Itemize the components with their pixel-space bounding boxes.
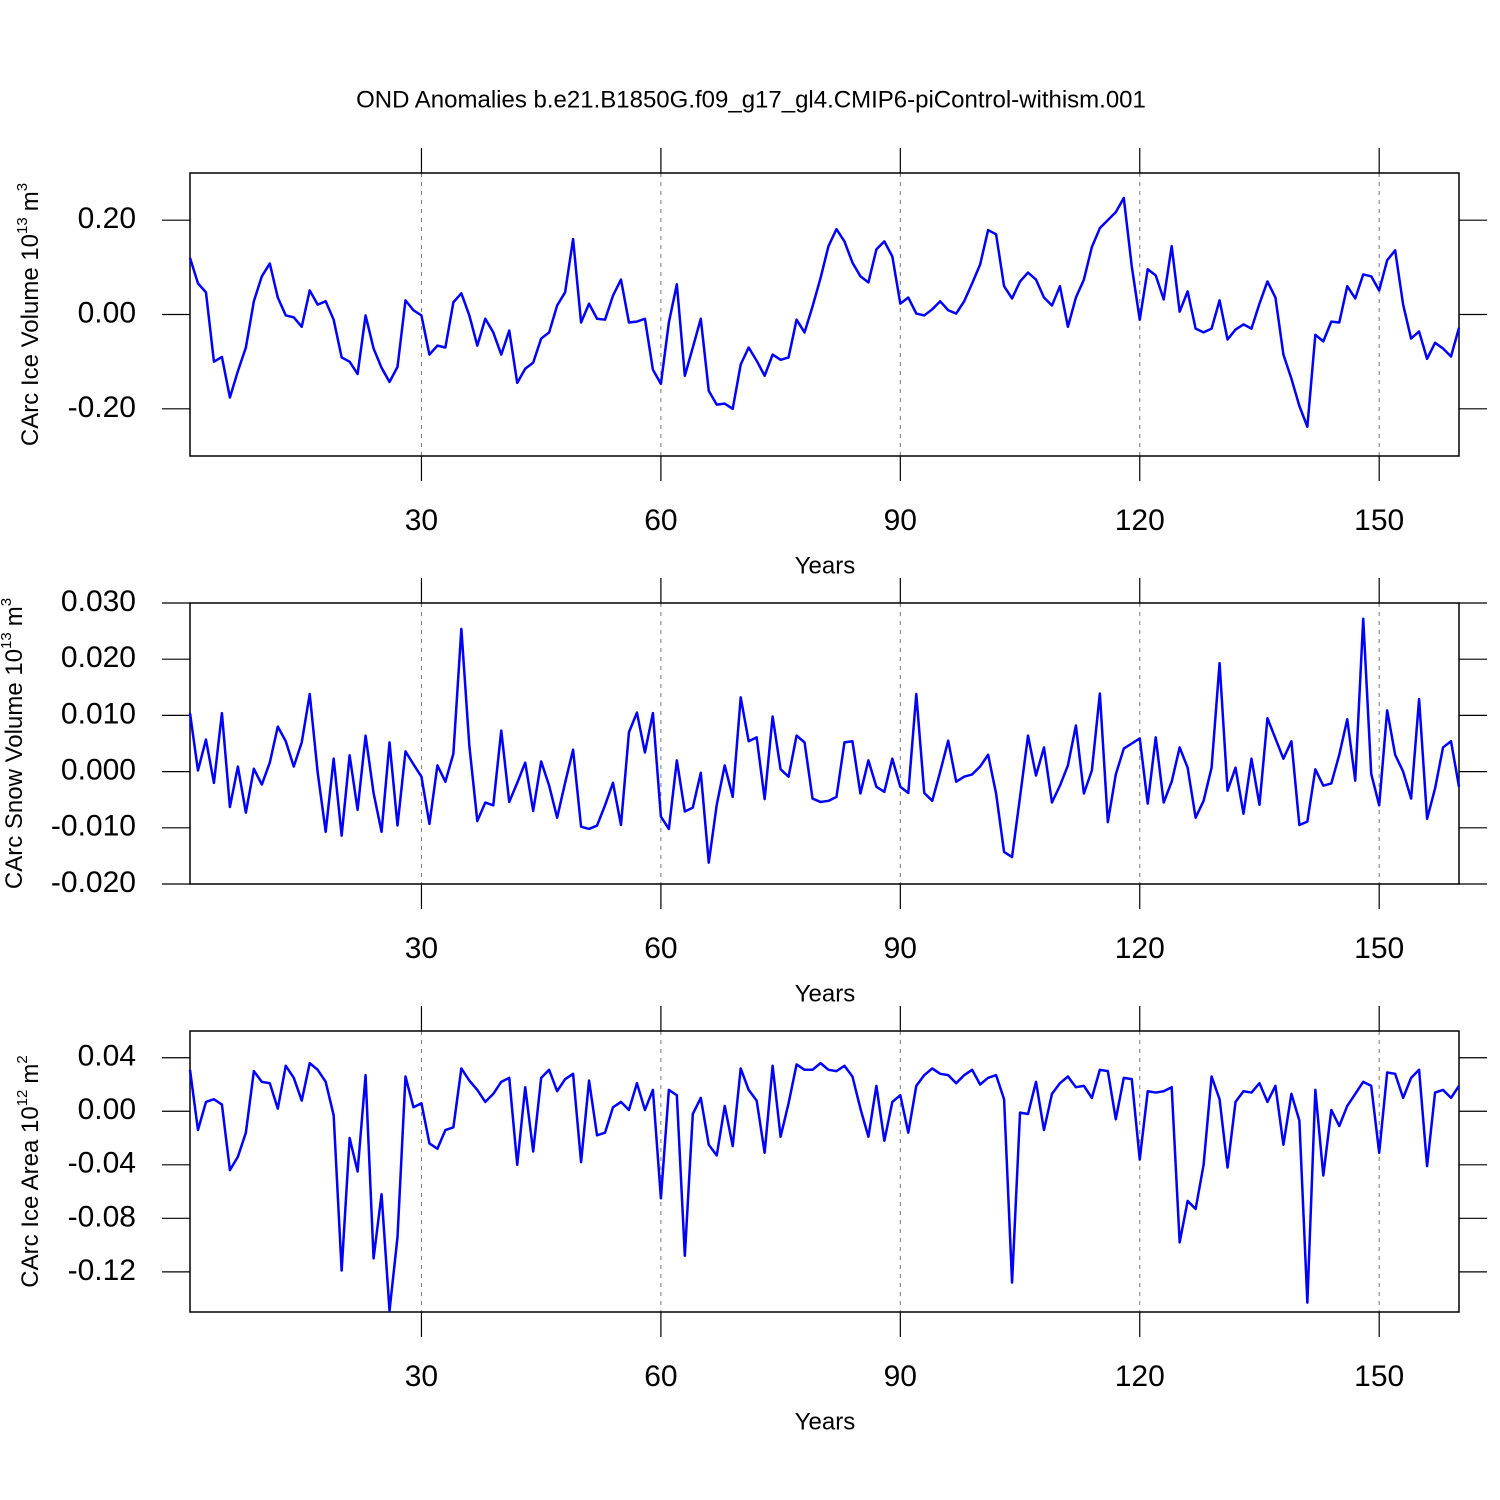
y-tick-label: -0.020	[51, 866, 136, 899]
plot-frame	[189, 172, 1460, 457]
y-tick-label: 0.030	[61, 585, 136, 618]
y-tick-label: 0.00	[78, 296, 136, 329]
x-tick-label: 30	[405, 504, 438, 537]
x-tick-label: 150	[1354, 932, 1404, 965]
y-tick-label: -0.12	[68, 1254, 136, 1287]
y-axis-label-part: 3	[0, 598, 15, 606]
x-tick-label: 150	[1354, 504, 1404, 537]
x-axis-label: Years	[795, 980, 856, 1007]
plot-frame	[189, 602, 1460, 885]
y-axis-label: CArc Ice Area 1012 m2	[14, 1055, 44, 1287]
data-line	[188, 1061, 1461, 1312]
x-axis-label: Years	[795, 552, 856, 579]
x-tick-label: 90	[884, 1360, 917, 1393]
x-tick-label: 30	[405, 932, 438, 965]
y-tick-label: 0.010	[61, 697, 136, 730]
y-axis-label-part: CArc Ice Volume 10	[17, 234, 44, 446]
y-tick-label: 0.000	[61, 754, 136, 787]
y-axis-label-part: CArc Ice Area 10	[17, 1106, 44, 1287]
y-axis-label-part: 2	[14, 1055, 31, 1063]
y-axis-label-part: m	[17, 191, 44, 211]
y-tick-label: -0.20	[68, 391, 136, 424]
x-tick-label: 60	[644, 504, 677, 537]
x-tick-label: 120	[1115, 932, 1165, 965]
chart-title: OND Anomalies b.e21.B1850G.f09_g17_gl4.C…	[356, 86, 1146, 113]
x-tick-label: 120	[1115, 1360, 1165, 1393]
y-axis-label: CArc Ice Volume 1013 m3	[14, 183, 44, 446]
x-tick-label: 60	[644, 932, 677, 965]
data-line	[188, 196, 1461, 429]
y-axis-label-part: m	[1, 606, 28, 626]
y-axis-label-part: 3	[14, 183, 31, 191]
y-axis-label-part: CArc Snow Volume 10	[1, 649, 28, 889]
y-axis-label-part: 13	[14, 217, 31, 234]
y-axis-label: CArc Snow Volume 1013 m3	[0, 598, 28, 889]
x-tick-label: 30	[405, 1360, 438, 1393]
x-axis-label: Years	[795, 1408, 856, 1435]
plot-frame	[189, 1030, 1460, 1313]
x-tick-label: 120	[1115, 504, 1165, 537]
y-axis-label-part: 12	[14, 1090, 31, 1107]
y-tick-label: -0.010	[51, 810, 136, 843]
x-tick-label: 90	[884, 932, 917, 965]
x-tick-label: 60	[644, 1360, 677, 1393]
y-tick-label: 0.20	[78, 202, 136, 235]
data-line	[188, 617, 1461, 864]
y-tick-label: 0.00	[78, 1093, 136, 1126]
y-tick-label: 0.020	[61, 641, 136, 674]
y-tick-label: -0.04	[68, 1147, 136, 1180]
x-tick-label: 90	[884, 504, 917, 537]
y-axis-label-part: 13	[0, 632, 15, 649]
y-tick-label: -0.08	[68, 1200, 136, 1233]
y-axis-label-part: m	[17, 1064, 44, 1084]
x-tick-label: 150	[1354, 1360, 1404, 1393]
y-tick-label: 0.04	[78, 1040, 136, 1073]
